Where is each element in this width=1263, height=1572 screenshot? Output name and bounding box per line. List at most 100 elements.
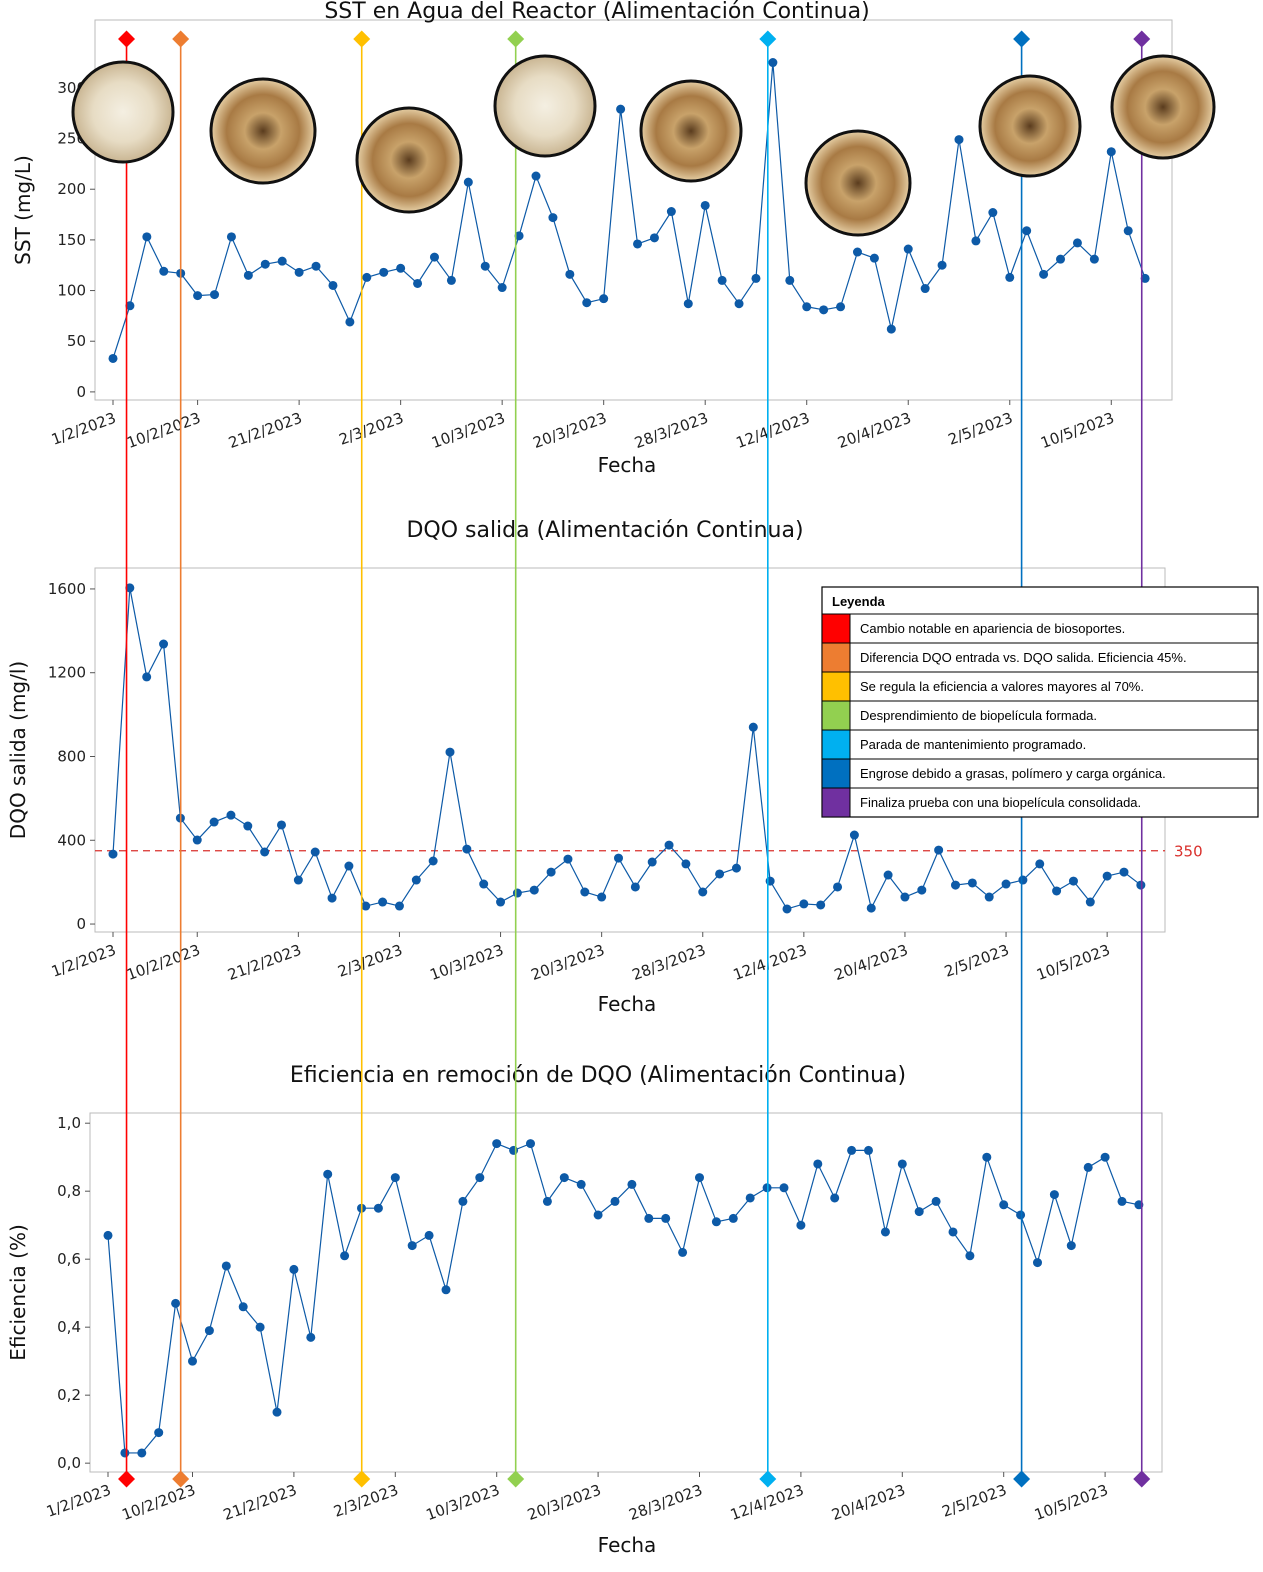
point xyxy=(999,1200,1009,1210)
point xyxy=(565,269,575,279)
y-axis-title: SST (mg/L) xyxy=(11,155,35,265)
y-tick-label: 50 xyxy=(67,332,86,350)
y-tick-label: 1600 xyxy=(48,580,86,598)
point xyxy=(849,830,859,840)
legend-label: Engrose debido a grasas, polímero y carg… xyxy=(860,766,1166,781)
point xyxy=(1083,1162,1093,1172)
point xyxy=(695,1173,704,1183)
point xyxy=(361,901,371,911)
point xyxy=(548,213,558,223)
point xyxy=(378,897,388,907)
point xyxy=(142,672,152,682)
x-tick-label: 2/5/2023 xyxy=(940,1481,1009,1521)
point xyxy=(1140,273,1150,283)
point xyxy=(1039,269,1049,279)
point xyxy=(576,1179,586,1189)
point xyxy=(1102,871,1112,881)
point xyxy=(627,1179,637,1189)
point xyxy=(226,232,236,242)
event-marker xyxy=(1133,1470,1151,1488)
point xyxy=(768,58,778,68)
x-tick-label: 1/2/2023 xyxy=(49,409,118,449)
x-tick-label: 2/3/2023 xyxy=(337,409,406,449)
chart-title: SST en Agua del Reactor (Alimentación Co… xyxy=(324,0,869,24)
point xyxy=(193,291,203,301)
point xyxy=(948,1227,958,1237)
x-tick-label: 12/4/2023 xyxy=(728,1481,806,1524)
x-tick-label: 10/2/2023 xyxy=(124,941,202,984)
point xyxy=(446,275,456,285)
x-tick-label: 28/3/2023 xyxy=(626,1481,704,1524)
photo xyxy=(978,74,1082,178)
point xyxy=(497,283,507,293)
point xyxy=(328,280,338,290)
point xyxy=(445,747,455,757)
point xyxy=(633,239,643,249)
point xyxy=(630,882,640,892)
point xyxy=(813,1159,823,1169)
point xyxy=(886,324,896,334)
point xyxy=(967,878,977,888)
point xyxy=(1005,272,1015,282)
point xyxy=(866,903,876,913)
point xyxy=(171,1298,181,1308)
point xyxy=(306,1332,316,1342)
legend-swatch xyxy=(821,671,851,702)
point xyxy=(1049,1190,1059,1200)
point xyxy=(243,270,253,280)
point xyxy=(496,897,506,907)
point xyxy=(1072,238,1082,248)
point xyxy=(593,1210,603,1220)
x-tick-label: 10/5/2023 xyxy=(1038,409,1116,452)
point xyxy=(159,639,169,649)
point xyxy=(260,259,270,269)
point xyxy=(988,208,998,218)
legend-box xyxy=(821,586,1259,818)
point xyxy=(664,840,674,850)
point xyxy=(819,305,829,315)
point xyxy=(108,353,118,363)
y-tick-label: 800 xyxy=(57,747,86,765)
point xyxy=(462,844,472,854)
point xyxy=(748,722,758,732)
photo xyxy=(71,60,175,164)
event-marker xyxy=(172,30,190,48)
point xyxy=(728,1213,738,1223)
point xyxy=(272,1407,282,1417)
point xyxy=(599,294,609,304)
point xyxy=(289,1264,299,1274)
x-tick-label: 20/3/2023 xyxy=(525,1481,603,1524)
point xyxy=(616,104,626,114)
point xyxy=(396,263,406,273)
x-tick-label: 20/4/2023 xyxy=(832,941,910,984)
y-axis-title: DQO salida (mg/l) xyxy=(6,661,30,839)
legend-label: Finaliza prueba con una biopelícula cons… xyxy=(860,795,1141,810)
x-tick-label: 10/5/2023 xyxy=(1032,1481,1110,1524)
photo xyxy=(639,79,743,183)
point xyxy=(526,1139,535,1149)
point xyxy=(159,266,169,276)
point xyxy=(1123,226,1133,236)
x-tick-label: 10/3/2023 xyxy=(424,1481,502,1524)
point xyxy=(1066,1241,1076,1251)
point xyxy=(204,1326,214,1336)
x-tick-label: 28/3/2023 xyxy=(630,941,708,984)
point xyxy=(984,892,994,902)
event-marker xyxy=(507,30,525,48)
point xyxy=(311,261,321,271)
event-marker xyxy=(353,1470,371,1488)
point xyxy=(610,1196,620,1206)
event-marker xyxy=(118,30,136,48)
event-marker xyxy=(1013,30,1031,48)
point xyxy=(238,1302,248,1312)
point xyxy=(883,870,893,880)
point xyxy=(514,231,524,241)
y-tick-label: 0,6 xyxy=(57,1250,81,1268)
x-tick-label: 20/4/2023 xyxy=(829,1481,907,1524)
point xyxy=(869,253,879,263)
point xyxy=(782,904,792,914)
legend-label: Cambio notable en apariencia de biosopor… xyxy=(860,621,1125,636)
point xyxy=(103,1230,113,1240)
y-tick-label: 1,0 xyxy=(57,1114,81,1132)
point xyxy=(734,299,744,309)
